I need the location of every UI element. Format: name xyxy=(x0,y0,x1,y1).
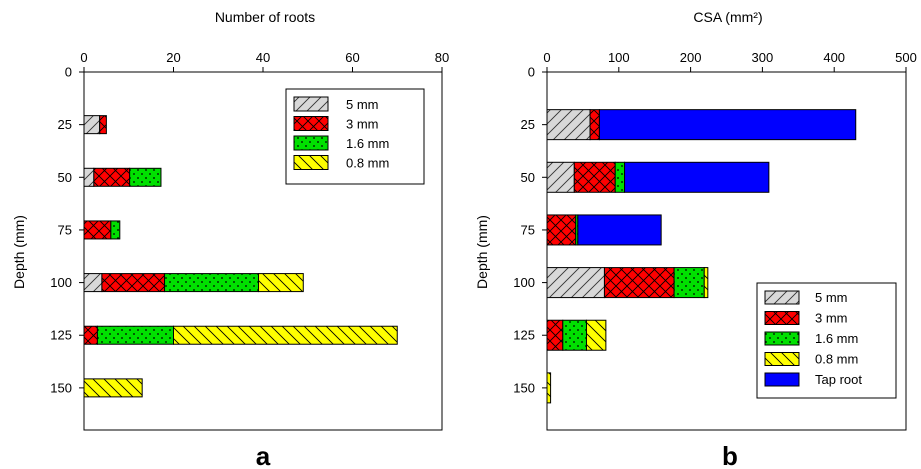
panel-b-bar-125-s3 xyxy=(546,319,564,351)
panel-a-legend: 5 mm 3 mm 1.6 mm 0.8 mm xyxy=(285,88,425,185)
panel-b-y-tick-label: 75 xyxy=(521,222,535,237)
panel-b-legend-swatch-s08 xyxy=(764,352,800,366)
panel-a-x-tick-label: 80 xyxy=(435,50,449,65)
panel-b-y-tick-label: 0 xyxy=(528,65,535,80)
panel-b-legend-swatch-tap xyxy=(764,372,800,387)
panel-a-y-tick-label: 0 xyxy=(65,65,72,80)
panel-a-y-tick-label: 50 xyxy=(58,170,72,185)
panel-a-bar-50-s5 xyxy=(83,167,95,187)
panel-b-legend-label-s3: 3 mm xyxy=(815,311,848,326)
panel-b-y-tick-label: 25 xyxy=(521,117,535,132)
panel-b-legend-label-tap: Tap root xyxy=(815,372,862,387)
panel-b-bar-75-tap xyxy=(577,214,662,246)
panel-a-bar-100-s16 xyxy=(164,273,260,293)
panel-a-legend-label-s16: 1.6 mm xyxy=(346,136,389,151)
panel-a-x-tick-label: 20 xyxy=(166,50,180,65)
panel-b-legend-label-s5: 5 mm xyxy=(815,290,848,305)
panel-b-bar-50-s5 xyxy=(546,161,575,193)
panel-b-bar-100-s08 xyxy=(703,267,709,299)
panel-a-bar-100-s3 xyxy=(101,273,166,293)
panel-b-x-tick-label: 300 xyxy=(752,50,774,65)
panel-b-bar-150-s08 xyxy=(546,372,552,404)
panel-b-bar-125-s08 xyxy=(585,319,607,351)
panel-b-bar-100-s5 xyxy=(546,267,605,299)
panel-a-legend-swatch-s3 xyxy=(293,116,329,131)
panel-b-legend-swatch-s16 xyxy=(764,331,800,346)
panel-b-y-tick-label: 125 xyxy=(513,328,535,343)
panel-a-y-tick-label: 150 xyxy=(50,380,72,395)
panel-b-bar-100-s3 xyxy=(603,267,675,299)
panel-b-bar-75-s3 xyxy=(546,214,577,246)
panel-a-bar-150-s08 xyxy=(83,378,143,398)
panel-a-bars xyxy=(83,115,398,398)
panel-b-bar-50-s3 xyxy=(573,161,616,193)
panel-a-x-tick-label: 60 xyxy=(345,50,359,65)
panel-a-y-tick-label: 125 xyxy=(50,328,72,343)
panel-a-x-tick-label: 0 xyxy=(80,50,87,65)
panel-b-x-axis-title: CSA (mm²) xyxy=(693,9,762,25)
panel-a-legend-label-s5: 5 mm xyxy=(346,97,379,112)
panel-a-bar-25-s5 xyxy=(83,115,101,135)
panel-a-y-tick-label: 25 xyxy=(58,117,72,132)
panel-b-y-tick-label: 50 xyxy=(521,170,535,185)
panel-b-axes: 0 100 200 300 400 500 0 25 50 75 100 125 150 xyxy=(513,50,917,395)
panel-b-bar-25-s3 xyxy=(589,109,600,141)
panel-b-legend-label-s08: 0.8 mm xyxy=(815,352,858,367)
panel-b-x-tick-label: 0 xyxy=(543,50,550,65)
panel-a-legend-swatch-s08 xyxy=(293,155,329,170)
panel-b-x-tick-label: 100 xyxy=(608,50,630,65)
panel-b-legend: 5 mm 3 mm 1.6 mm 0.8 mm Tap root xyxy=(756,282,897,399)
panel-a-y-tick-label: 75 xyxy=(58,222,72,237)
panel-a-x-tick-label: 40 xyxy=(256,50,270,65)
panel-b: CSA (mm²) Depth (mm) 0 100 200 300 400 500 0 25… xyxy=(474,9,917,469)
panel-b-bar-50-tap xyxy=(624,161,770,193)
panel-a-y-tick-label: 100 xyxy=(50,275,72,290)
panel-b-y-tick-label: 150 xyxy=(513,380,535,395)
panel-a-bar-75-s16 xyxy=(110,220,121,240)
panel-a-x-axis-title: Number of roots xyxy=(215,9,315,25)
panel-b-legend-swatch-s5 xyxy=(764,290,800,305)
panel-b-x-tick-label: 200 xyxy=(680,50,702,65)
panel-b-bar-50-s16 xyxy=(614,161,626,193)
panel-a-legend-label-s3: 3 mm xyxy=(346,117,379,132)
panel-b-bar-100-s16 xyxy=(673,267,705,299)
panel-b-y-axis-title: Depth (mm) xyxy=(474,215,490,289)
panel-b-bars xyxy=(546,109,857,404)
panel-b-legend-label-s16: 1.6 mm xyxy=(815,331,858,346)
panel-b-bar-25-s5 xyxy=(546,109,591,141)
panel-a-legend-label-s08: 0.8 mm xyxy=(346,156,389,171)
panel-a-bar-125-s3 xyxy=(83,325,98,345)
panel-a-legend-swatch-s16 xyxy=(293,135,329,151)
panel-a-bar-100-s5 xyxy=(83,273,103,293)
panel-a-bar-100-s08 xyxy=(258,273,304,293)
panel-a-bar-50-s16 xyxy=(129,167,162,187)
panel-b-y-tick-label: 100 xyxy=(513,275,535,290)
panel-b-legend-swatch-s3 xyxy=(764,311,800,325)
panel-a-axes: 0 20 40 60 80 0 25 50 75 100 125 150 xyxy=(50,50,449,395)
panel-b-x-tick-label: 500 xyxy=(895,50,917,65)
panel-a-y-axis-title: Depth (mm) xyxy=(11,215,27,289)
panel-b-plot-frame xyxy=(546,71,907,431)
panel-b-x-tick-label: 400 xyxy=(823,50,845,65)
panel-a-bar-25-s3 xyxy=(99,115,107,135)
panel-a-bar-50-s3 xyxy=(93,167,131,187)
panel-b-letter: b xyxy=(722,441,738,469)
panel-a-legend-swatch-s5 xyxy=(293,96,329,112)
panel-a-letter: a xyxy=(256,441,271,469)
panel-a-bar-75-s3 xyxy=(83,220,112,240)
panel-b-bar-125-s16 xyxy=(562,319,587,351)
panel-a-bar-125-s16 xyxy=(96,325,174,345)
panel-a: Number of roots Depth (mm) 0 20 40 60 80 0 25 5… xyxy=(11,9,449,469)
panel-a-bar-125-s08 xyxy=(173,325,398,345)
panel-b-bar-25-tap xyxy=(598,109,857,141)
